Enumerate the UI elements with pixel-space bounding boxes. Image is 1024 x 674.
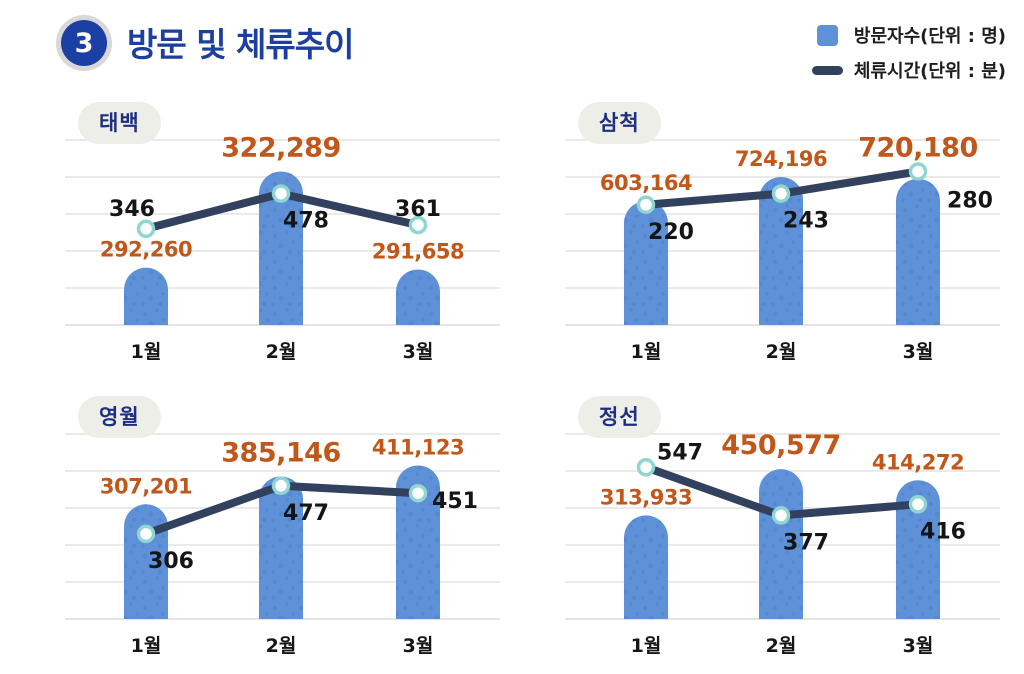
month-label-3월: 3월: [903, 341, 934, 363]
section-number-badge: 3: [61, 20, 107, 66]
visitor-bar-texture: [259, 476, 303, 619]
month-label-3월: 3월: [903, 635, 934, 657]
stay-time-marker-3월: [908, 162, 928, 181]
stay-time-value-label-3월: 280: [947, 188, 993, 213]
visitor-value-label-1월: 603,164: [600, 171, 692, 195]
legend-row-stay-time: 체류시간(단위 : 분): [810, 57, 1006, 83]
stay-time-value-label-1월: 220: [648, 220, 694, 245]
month-label-2월: 2월: [766, 635, 797, 657]
stay-time-marker-2월: [771, 184, 791, 203]
page-title: 방문 및 체류추이: [127, 25, 354, 64]
stay-time-marker-2월: [271, 184, 291, 203]
region-pill-yeongwol: 영월: [78, 396, 161, 438]
stay-time-legend-swatch: [812, 65, 844, 75]
chart-panel-samcheok: 삼척 603,164 724,196 720,180 220 243 280 1월 2월 3월: [563, 100, 1003, 372]
visitor-bar-texture: [124, 267, 168, 325]
month-label-1월: 1월: [631, 341, 662, 363]
stay-time-marker-1월: [636, 458, 656, 477]
month-label-1월: 1월: [631, 635, 662, 657]
stay-time-marker-3월: [408, 215, 428, 235]
visitor-value-label-1월: 313,933: [600, 485, 692, 509]
visitor-bar-texture: [759, 177, 803, 325]
visitor-bar-texture: [624, 515, 668, 619]
visitors-legend-swatch: [817, 24, 839, 46]
stay-time-marker-3월: [408, 483, 428, 503]
month-label-1월: 1월: [131, 635, 162, 657]
stay-time-marker-3월: [908, 495, 928, 514]
visitor-value-label-2월: 385,146: [221, 438, 340, 469]
visitor-bar-texture: [396, 269, 440, 325]
stay-time-value-label-1월: 346: [109, 197, 155, 222]
stay-time-value-label-1월: 547: [657, 440, 703, 465]
month-label-2월: 2월: [266, 341, 297, 363]
stay-time-value-label-2월: 477: [283, 501, 329, 526]
chart-samcheok: 603,164 724,196 720,180 220 243 280 1월 2월 3월: [565, 132, 1000, 363]
month-label-1월: 1월: [131, 341, 162, 363]
stay-time-value-label-2월: 478: [283, 209, 329, 234]
month-label-3월: 3월: [403, 341, 434, 363]
visitor-value-label-3월: 414,272: [872, 450, 964, 474]
visitor-value-label-3월: 411,123: [372, 435, 464, 459]
stay-time-value-label-3월: 451: [432, 489, 478, 514]
visitor-value-label-2월: 322,289: [221, 132, 340, 163]
visitor-value-label-2월: 450,577: [721, 430, 840, 461]
visitor-bar-texture: [259, 171, 303, 325]
visitor-bar-texture: [759, 469, 803, 619]
stay-time-marker-1월: [136, 524, 156, 544]
stay-time-value-label-3월: 416: [920, 519, 966, 544]
visitors-legend-label: 방문자수(단위 : 명): [853, 26, 1006, 47]
visitor-value-label-1월: 307,201: [100, 474, 192, 498]
header: 3 방문 및 체류추이 방문자수(단위 : 명) 체류시간(단위 : 분): [0, 0, 1024, 96]
stay-time-swatch-box: [810, 65, 846, 75]
month-label-3월: 3월: [403, 635, 434, 657]
stay-time-marker-1월: [136, 219, 156, 239]
visitor-bar-texture: [396, 465, 440, 619]
chart-panel-jeongseon: 정선 313,933 450,577 414,272 547 377 416 1월 2월 3월: [563, 394, 1003, 666]
visitor-bar-texture: [624, 201, 668, 325]
visitors-swatch-box: [810, 24, 846, 46]
legend-row-visitors: 방문자수(단위 : 명): [810, 22, 1006, 48]
region-pill-taebaek: 태백: [78, 102, 161, 144]
chart-panel-taebaek: 태백 292,260 322,289 291,658 346 478 361 1월 2월 3월: [63, 100, 503, 372]
chart-jeongseon: 313,933 450,577 414,272 547 377 416 1월 2월 3월: [565, 430, 1000, 657]
chart-taebaek: 292,260 322,289 291,658 346 478 361 1월 2월 3월: [65, 132, 500, 363]
month-label-2월: 2월: [266, 635, 297, 657]
stay-time-value-label-2월: 243: [783, 209, 829, 234]
title-group: 3 방문 및 체류추이: [57, 14, 354, 66]
region-pill-samcheok: 삼척: [578, 102, 661, 144]
legend: 방문자수(단위 : 명) 체류시간(단위 : 분): [810, 22, 1006, 83]
stay-time-marker-2월: [771, 506, 791, 525]
stay-time-marker-2월: [271, 476, 291, 496]
visitor-value-label-3월: 720,180: [858, 132, 977, 163]
stay-time-legend-label: 체류시간(단위 : 분): [853, 61, 1006, 82]
visitor-value-label-3월: 291,658: [372, 240, 464, 264]
chart-panel-yeongwol: 영월 307,201 385,146 411,123 306 477 451 1월 2월 3월: [63, 394, 503, 666]
visitor-value-label-2월: 724,196: [735, 147, 827, 171]
region-pill-jeongseon: 정선: [578, 396, 661, 438]
visitor-bar-texture: [896, 178, 940, 325]
stay-time-value-label-3월: 361: [395, 197, 441, 222]
chart-grid: 태백 292,260 322,289 291,658 346 478 361 1월 2월 3월 …: [63, 100, 1024, 666]
month-label-2월: 2월: [766, 341, 797, 363]
visitor-value-label-1월: 292,260: [100, 238, 192, 262]
stay-time-marker-1월: [636, 195, 656, 214]
stay-time-value-label-1월: 306: [148, 549, 194, 574]
visitor-bar-texture: [896, 480, 940, 619]
chart-yeongwol: 307,201 385,146 411,123 306 477 451 1월 2월 3월: [65, 433, 500, 657]
stay-time-value-label-2월: 377: [783, 530, 829, 555]
